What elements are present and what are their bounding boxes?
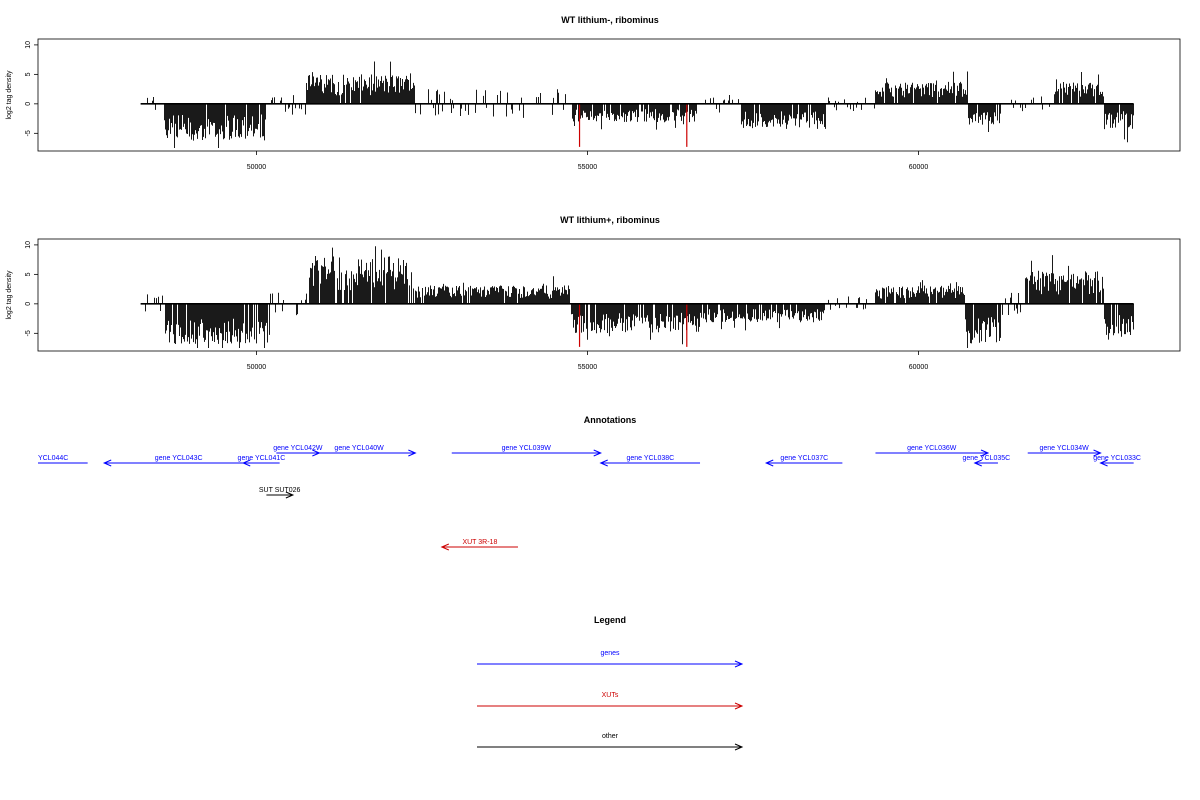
feature-label: gene YCL040W	[334, 445, 384, 452]
arrow-right-icon	[408, 449, 417, 457]
axes: -5 0 5 10 50000 55000 60000	[25, 41, 1134, 171]
legend-title: Legend	[594, 615, 626, 625]
x-tick-label: 55000	[578, 364, 598, 371]
track-title: WT lithium+, ribominus	[560, 215, 660, 225]
arrow-left-icon	[1099, 459, 1108, 467]
legend-item: genes	[477, 650, 744, 668]
y-tick-label: 0	[25, 102, 32, 106]
legend-label: other	[602, 733, 619, 740]
feature-label: gene YCL038C	[627, 455, 675, 462]
legend-items: genes XUTs other	[477, 650, 744, 751]
arrow-right-icon	[1093, 449, 1102, 457]
track-panel-lithium-minus: WT lithium-, ribominus log2 tag density …	[6, 15, 1181, 171]
legend-label: genes	[600, 650, 620, 657]
arrow-right-icon	[285, 491, 295, 499]
axes: -5 0 5 10 50000 55000 60000	[25, 241, 1134, 371]
annotation-feature: gene YCL036W	[875, 445, 990, 457]
x-tick-label: 60000	[909, 364, 929, 371]
legend-item: other	[477, 733, 744, 751]
feature-label: gene YCL037C	[780, 455, 828, 462]
arrow-left-icon	[102, 459, 112, 467]
annotations-track: Annotations YCL044C gene YCL043C gene YCL0…	[38, 415, 1141, 551]
annotation-feature: gene YCL037C	[764, 455, 843, 467]
annotation-feature: YCL044C	[38, 455, 88, 464]
arrow-left-icon	[599, 459, 608, 467]
annotation-feature: gene YCL041C	[238, 455, 286, 467]
y-axis-label: log2 tag density	[6, 270, 13, 320]
feature-label: gene YCL043C	[155, 455, 203, 462]
annotation-feature: XUT 3R-18	[440, 539, 518, 551]
arrow-left-icon	[440, 543, 450, 551]
feature-label: XUT 3R-18	[462, 539, 497, 546]
annotation-feature: gene YCL039W	[451, 445, 602, 457]
arrow-right-icon	[593, 449, 602, 457]
arrow-right-icon	[734, 743, 744, 751]
arrow-right-icon	[734, 702, 744, 710]
legend-label: XUTs	[602, 692, 619, 699]
plot-frame	[37, 38, 1181, 152]
feature-label: gene YCL036W	[907, 445, 957, 452]
y-tick-label: 5	[25, 272, 32, 276]
annotation-features: YCL044C gene YCL043C gene YCL041C gene YCL0…	[38, 445, 1141, 551]
feature-label: gene YCL034W	[1039, 445, 1089, 452]
feature-label: YCL044C	[38, 455, 68, 462]
plot-frame	[37, 238, 1181, 352]
annotations-title: Annotations	[584, 415, 637, 425]
y-tick-label: 10	[25, 41, 32, 49]
y-tick-label: -5	[25, 130, 32, 136]
feature-label: gene YCL042W	[273, 445, 323, 452]
density-bars	[147, 61, 1134, 149]
feature-label: gene YCL039W	[502, 445, 552, 452]
track-title: WT lithium-, ribominus	[561, 15, 659, 25]
arrow-right-icon	[734, 660, 744, 668]
annotation-feature: SUT SUT026	[259, 487, 301, 499]
x-tick-label: 50000	[247, 364, 267, 371]
x-tick-label: 50000	[247, 164, 267, 171]
x-tick-label: 60000	[909, 164, 929, 171]
annotation-feature: gene YCL038C	[599, 455, 701, 467]
y-tick-label: -5	[25, 330, 32, 336]
annotation-feature: gene YCL043C	[102, 455, 254, 467]
y-axis-label: log2 tag density	[6, 70, 13, 120]
legend: Legend genes XUTs other	[477, 615, 744, 751]
feature-label: gene YCL033C	[1093, 455, 1141, 462]
y-tick-label: 0	[25, 302, 32, 306]
feature-label: gene YCL041C	[238, 455, 286, 462]
x-tick-label: 55000	[578, 164, 598, 171]
annotation-feature: gene YCL034W	[1027, 445, 1102, 457]
feature-label: SUT SUT026	[259, 487, 301, 494]
track-panel-lithium-plus: WT lithium+, ribominus log2 tag density …	[6, 215, 1181, 371]
arrow-right-icon	[980, 449, 990, 457]
annotation-feature: gene YCL035C	[962, 455, 1010, 467]
y-tick-label: 5	[25, 72, 32, 76]
y-tick-label: 10	[25, 241, 32, 249]
arrow-left-icon	[764, 459, 774, 467]
annotation-feature: gene YCL033C	[1093, 455, 1141, 467]
arrow-left-icon	[973, 459, 982, 467]
annotation-feature: gene YCL040W	[302, 445, 417, 457]
arrow-left-icon	[241, 459, 251, 467]
density-bars	[145, 246, 1134, 349]
feature-label: gene YCL035C	[962, 455, 1010, 462]
legend-item: XUTs	[477, 692, 744, 710]
